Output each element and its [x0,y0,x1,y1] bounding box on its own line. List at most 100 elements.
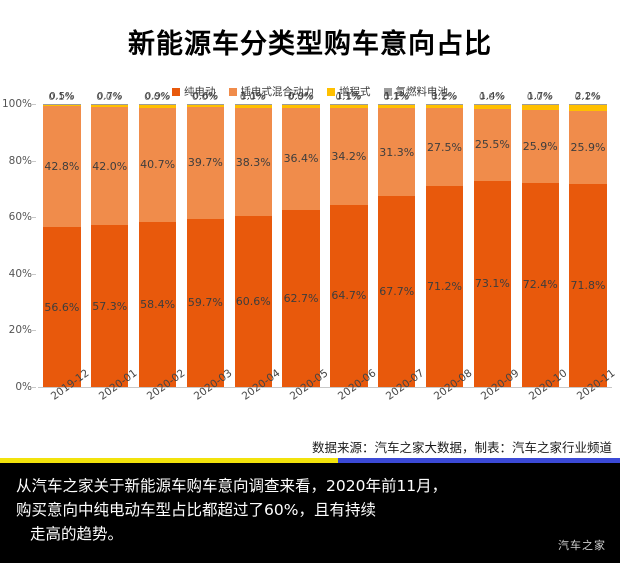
bar-segment-插电式混合动力[interactable]: 25.5% [473,108,511,181]
bar-segment-氢燃料电池[interactable] [186,104,225,105]
bar-value-label: 71.8% [570,279,606,293]
bar-segment-插电式混合动力[interactable]: 42.8% [43,106,81,228]
bar-segment-纯电动[interactable]: 73.1% [473,180,511,387]
stacked-bar[interactable]: 31.3% 67.7% 1.1% 0.1% [378,91,416,387]
bar-segment-增程式[interactable] [186,104,225,107]
stacked-bar[interactable]: 25.5% 73.1% 1.4% 0.0% [473,91,511,387]
stacked-bar[interactable]: 25.9% 72.4% 1.7% 0.0% [521,91,559,387]
bar-top-value-label: 0.6% [192,91,219,102]
bar-segment-氢燃料电池[interactable] [234,104,272,105]
bar-segment-氢燃料电池[interactable] [521,104,559,105]
bar-top-value-label: 1.1% [383,91,410,102]
legend-item[interactable]: 增程式 [327,84,371,99]
bar-value-label: 31.3% [379,145,415,159]
bar-segment-纯电动[interactable]: 56.6% [43,227,81,388]
bar-top-value-label-overlap: 0.0% [239,92,266,103]
caption-line-1: 从汽车之家关于新能源车购车意向调查来看，2020年前11月， [16,477,448,495]
bar-value-label: 59.7% [187,296,223,310]
bar-segment-纯电动[interactable]: 71.2% [425,185,464,387]
bar-top-value-label: 1.4% [479,91,506,102]
bar-segment-增程式[interactable] [91,104,129,107]
legend-item-label: 氢燃料电池 [395,86,449,98]
bar-top-value-label-overlap: 0.1% [48,92,74,103]
bar-segment-增程式[interactable] [138,104,177,108]
bar-segment-增程式[interactable] [282,104,320,108]
bar-segment-增程式[interactable] [425,104,464,109]
bar-segment-纯电动[interactable]: 71.8% [569,184,607,387]
y-axis-tick-label: 60% [8,211,32,224]
bar-segment-氢燃料电池[interactable] [378,104,416,105]
stacked-bar[interactable]: 27.5% 71.2% 1.2% 0.1% [425,91,464,387]
stacked-bar[interactable]: 34.2% 64.7% 1.1% 0.1% [330,91,368,387]
bar-slot: 42.0% 57.3% 0.7% 0.0% [86,91,134,388]
bar-segment-氢燃料电池[interactable] [43,104,81,105]
bar-segment-插电式混合动力[interactable]: 39.7% [186,106,225,219]
bar-segment-增程式[interactable] [378,104,416,109]
bar-segment-插电式混合动力[interactable]: 42.0% [91,106,129,226]
bar-value-label: 27.5% [427,140,462,154]
bar-top-value-label: 0.9% [288,91,314,102]
bar-segment-增程式[interactable] [330,104,368,109]
caption-line-2: 购买意向中纯电动车型占比都超过了60%，且有持续 [16,501,376,520]
plot-area: 42.8% 56.6% 0.5% 0.1% 42.0% 57.3% 0.7% 0.0% 40.7… [38,91,612,388]
bar-segment-增程式[interactable] [473,104,511,109]
bar-segment-纯电动[interactable]: 67.7% [378,196,416,387]
bar-value-label: 60.6% [235,295,271,309]
stacked-bar[interactable]: 42.0% 57.3% 0.7% 0.0% [91,91,129,388]
bar-segment-氢燃料电池[interactable] [425,104,464,105]
bar-segment-增程式[interactable] [43,104,81,107]
x-axis-tick: 2019-12 [38,367,92,437]
legend-item-label: 增程式 [339,86,371,98]
bar-segment-插电式混合动力[interactable]: 31.3% [378,108,416,197]
bar-segment-插电式混合动力[interactable]: 25.9% [521,109,559,183]
legend-item-label: 纯电动 [184,86,216,98]
legend-swatch-icon [327,87,335,96]
bar-segment-插电式混合动力[interactable]: 27.5% [425,108,464,186]
bar-segment-纯电动[interactable]: 57.3% [91,225,129,388]
bar-top-value-label-overlap: 0.1% [383,92,409,103]
bar-segment-纯电动[interactable]: 62.7% [282,210,320,387]
stacked-bar[interactable]: 25.9% 71.8% 2.2% 0.1% [569,91,607,387]
bar-value-label: 64.7% [331,289,367,303]
bar-segment-纯电动[interactable]: 60.6% [234,216,272,387]
legend-item[interactable]: 氢燃料电池 [383,84,449,99]
stacked-bar[interactable]: 36.4% 62.7% 0.9% 0.0% [282,91,320,387]
x-axis-tick: 2020-05 [277,367,331,437]
bar-segment-氢燃料电池[interactable] [569,104,607,105]
legend-item[interactable]: 纯电动 [172,84,216,99]
bar-top-value-label: 1.2% [431,91,458,102]
bar-top-value-label-overlap: 0.0% [144,92,170,103]
bar-segment-氢燃料电池[interactable] [138,104,177,105]
watermark: 汽车之家 [558,538,606,552]
bar-slot: 39.7% 59.7% 0.6% 0.0% [181,91,229,388]
stacked-bar[interactable]: 40.7% 58.4% 0.9% 0.0% [138,91,177,387]
bar-value-label: 25.5% [474,138,510,152]
bar-segment-氢燃料电池[interactable] [91,104,129,105]
bar-segment-插电式混合动力[interactable]: 40.7% [138,107,177,223]
x-axis-tick: 2020-06 [325,367,379,437]
legend-item[interactable]: 插电式混合动力 [228,84,314,99]
bar-value-label: 56.6% [44,300,80,314]
bar-top-value-label-overlap: 0.1% [431,92,457,103]
bar-segment-纯电动[interactable]: 58.4% [138,222,177,387]
bar-segment-氢燃料电池[interactable] [473,104,511,105]
stacked-bar[interactable]: 38.3% 60.6% 1.1% 0.0% [234,91,272,387]
bar-top-value-label-overlap: 0.1% [335,92,361,103]
bar-segment-插电式混合动力[interactable]: 25.9% [569,111,607,185]
bar-segment-纯电动[interactable]: 64.7% [330,204,368,387]
stacked-bar[interactable]: 42.8% 56.6% 0.5% 0.1% [43,91,81,388]
bar-segment-氢燃料电池[interactable] [282,104,320,105]
bar-segment-插电式混合动力[interactable]: 38.3% [234,108,272,217]
bar-segment-增程式[interactable] [234,104,272,109]
bar-segment-氢燃料电池[interactable] [330,104,368,105]
accent-bar [0,458,620,463]
stacked-bar[interactable]: 39.7% 59.7% 0.6% 0.0% [186,91,225,388]
y-axis-tick-mark [32,273,36,275]
bar-segment-插电式混合动力[interactable]: 36.4% [282,107,320,211]
bar-slot: 25.9% 72.4% 1.7% 0.0% [516,91,564,387]
bar-segment-纯电动[interactable]: 72.4% [521,182,559,387]
bar-segment-增程式[interactable] [521,104,559,110]
bar-segment-增程式[interactable] [569,104,607,112]
bar-segment-插电式混合动力[interactable]: 34.2% [330,108,368,205]
bar-segment-纯电动[interactable]: 59.7% [186,218,225,388]
